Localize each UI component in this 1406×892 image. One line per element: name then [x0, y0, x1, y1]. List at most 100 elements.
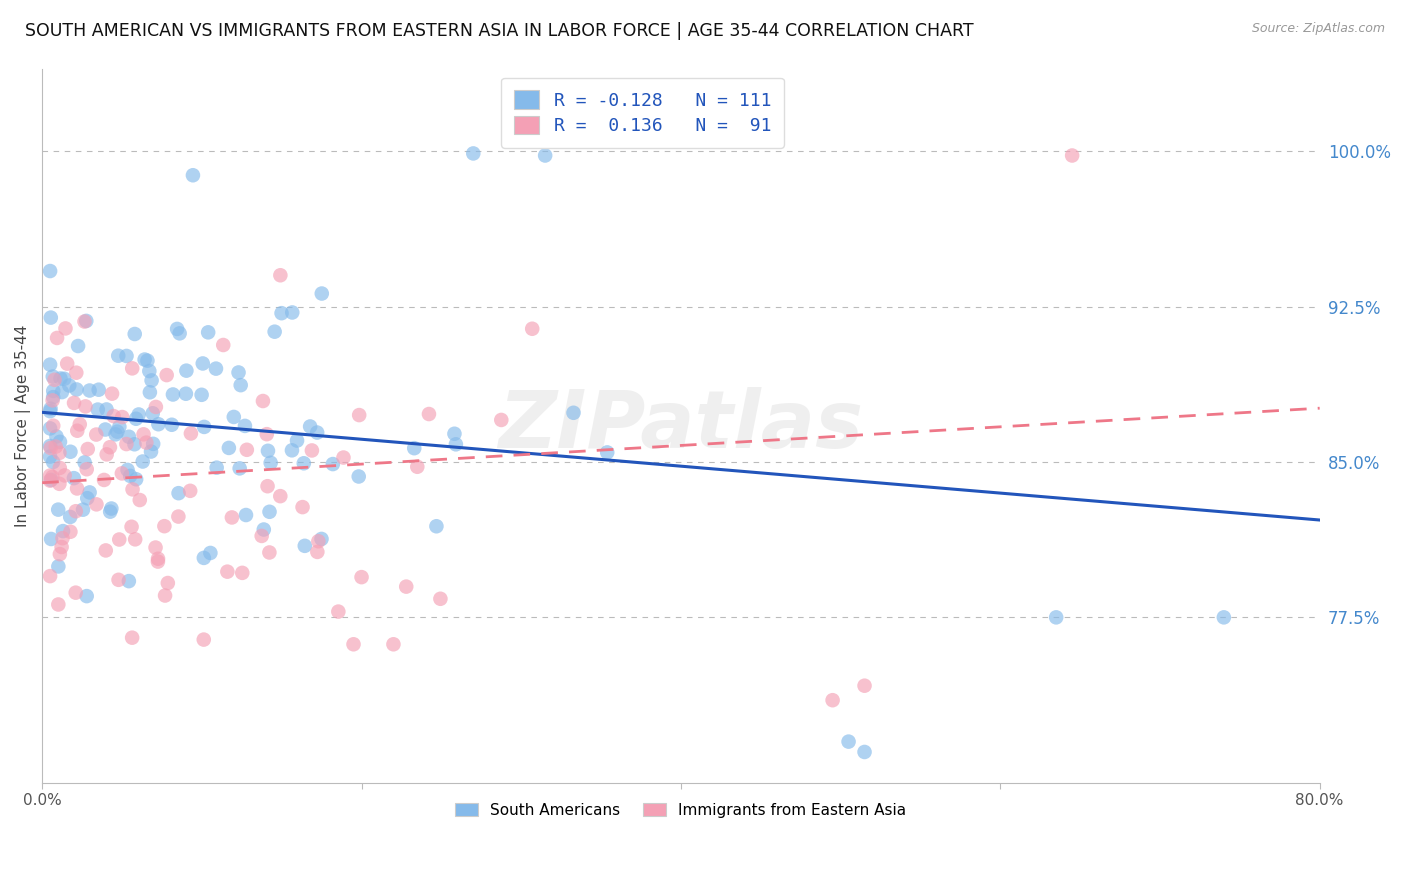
Point — [124, 437, 146, 451]
Point — [63, 396, 86, 410]
Point — [181, 168, 204, 182]
Point — [1062, 148, 1084, 162]
Point — [42, 384, 65, 398]
Point — [146, 551, 169, 566]
Point — [76, 491, 98, 506]
Point — [138, 364, 160, 378]
Point — [522, 322, 544, 336]
Point — [48, 446, 70, 460]
Point — [821, 693, 844, 707]
Point — [44, 373, 66, 387]
Point — [39, 468, 62, 483]
Point — [174, 386, 197, 401]
Point — [118, 574, 141, 588]
Point — [115, 349, 138, 363]
Point — [65, 383, 87, 397]
Legend: South Americans, Immigrants from Eastern Asia: South Americans, Immigrants from Eastern… — [447, 795, 914, 825]
Point — [125, 411, 148, 425]
Point — [148, 417, 170, 432]
Point — [46, 331, 69, 345]
Point — [139, 444, 162, 458]
Point — [281, 443, 304, 458]
Point — [121, 520, 143, 534]
Point — [132, 454, 155, 468]
Point — [269, 489, 291, 503]
Point — [838, 734, 860, 748]
Point — [76, 589, 98, 603]
Point — [429, 591, 451, 606]
Point — [59, 510, 82, 524]
Point — [146, 555, 169, 569]
Point — [108, 419, 131, 434]
Point — [270, 306, 292, 320]
Point — [180, 426, 202, 441]
Point — [87, 402, 110, 417]
Point — [853, 679, 876, 693]
Point — [53, 372, 76, 386]
Point — [111, 467, 134, 481]
Point — [105, 425, 128, 439]
Point — [291, 500, 314, 515]
Point — [93, 473, 115, 487]
Point — [562, 406, 585, 420]
Point — [160, 417, 183, 432]
Point — [190, 388, 212, 402]
Point — [79, 485, 101, 500]
Point — [252, 394, 274, 409]
Point — [42, 418, 65, 433]
Point — [49, 434, 72, 449]
Point — [51, 531, 73, 545]
Point — [167, 509, 190, 524]
Point — [294, 539, 316, 553]
Point — [107, 573, 129, 587]
Point — [124, 533, 146, 547]
Point — [269, 268, 291, 283]
Point — [120, 469, 142, 483]
Point — [153, 589, 176, 603]
Point — [125, 472, 148, 486]
Point — [39, 358, 62, 372]
Point — [42, 390, 65, 404]
Point — [257, 443, 280, 458]
Point — [52, 524, 75, 538]
Point — [103, 409, 125, 423]
Point — [350, 570, 373, 584]
Point — [39, 264, 62, 278]
Point — [87, 383, 110, 397]
Point — [292, 456, 315, 470]
Point — [66, 482, 89, 496]
Point — [193, 550, 215, 565]
Point — [534, 148, 557, 162]
Point — [153, 519, 176, 533]
Point — [121, 361, 143, 376]
Y-axis label: In Labor Force | Age 35-44: In Labor Force | Age 35-44 — [15, 325, 31, 527]
Point — [145, 541, 167, 555]
Point — [853, 745, 876, 759]
Point — [86, 497, 108, 511]
Text: SOUTH AMERICAN VS IMMIGRANTS FROM EASTERN ASIA IN LABOR FORCE | AGE 35-44 CORREL: SOUTH AMERICAN VS IMMIGRANTS FROM EASTER… — [25, 22, 974, 40]
Point — [94, 543, 117, 558]
Point — [179, 483, 201, 498]
Point — [139, 385, 162, 400]
Point — [65, 366, 87, 380]
Point — [58, 378, 80, 392]
Point — [39, 401, 62, 416]
Point — [418, 407, 440, 421]
Point — [134, 352, 156, 367]
Point — [260, 456, 283, 470]
Point — [136, 353, 159, 368]
Point — [425, 519, 447, 533]
Point — [59, 524, 82, 539]
Point — [256, 427, 278, 442]
Point — [236, 442, 259, 457]
Point — [132, 427, 155, 442]
Point — [56, 357, 79, 371]
Point — [49, 371, 72, 385]
Point — [156, 368, 179, 382]
Point — [59, 444, 82, 458]
Point — [117, 463, 139, 477]
Point — [228, 461, 250, 475]
Point — [46, 502, 69, 516]
Point — [235, 508, 257, 522]
Point — [65, 585, 87, 599]
